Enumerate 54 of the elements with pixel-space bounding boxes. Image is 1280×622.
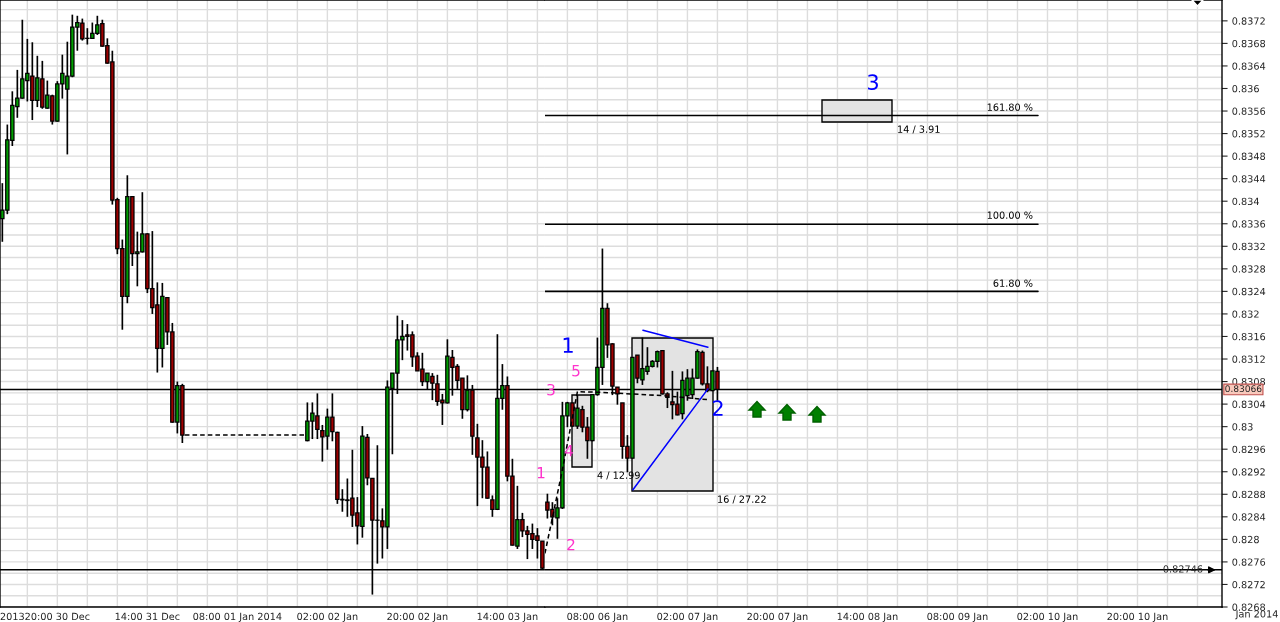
y-tick-label: 0.8372	[1232, 17, 1265, 25]
x-tick-label: 02:00 10 Jan	[1017, 612, 1078, 622]
annotation: 14 / 3.91	[898, 125, 940, 134]
y-tick-label: 0.8288	[1232, 490, 1266, 499]
annotation: 3	[867, 74, 878, 91]
y-tick-label: 0.8352	[1232, 130, 1265, 138]
y-tick-label: 0.8336	[1232, 220, 1266, 228]
x-tick-label: 08:00 09 Jan	[927, 612, 988, 622]
y-tick-label: 0.8296	[1232, 445, 1266, 454]
ref-line-label: 0.82746	[1163, 565, 1203, 573]
annotation: 2	[567, 538, 575, 551]
x-tick-label: 20:00 07 Jan	[747, 612, 808, 622]
x-tick-label: 14:00 31 Dec	[115, 612, 180, 621]
x-tick-label: 20:00 10 Jan	[1107, 612, 1168, 622]
y-tick-label: 0.832	[1232, 310, 1259, 318]
annotation: 161.80 %	[987, 103, 1033, 111]
y-tick-label: 0.8328	[1232, 265, 1266, 273]
x-tick-label: 08:00 01 Jan 2014	[193, 612, 282, 622]
annotation: 16 / 27.22	[718, 495, 766, 504]
y-tick-label: 0.8344	[1232, 175, 1266, 183]
y-tick-label: 0.834	[1232, 197, 1260, 206]
y-tick-label: 0.8292	[1232, 468, 1265, 476]
x-tick-label: 14:00 03 Jan	[477, 612, 538, 622]
x-tick-label: 14:00 08 Jan	[837, 612, 898, 622]
ref-line-label: 0.83066	[1225, 385, 1262, 393]
y-tick-label: 0.8364	[1232, 62, 1266, 70]
annotation: 100.00 %	[987, 211, 1033, 219]
y-tick-label: 0.8368	[1232, 39, 1266, 48]
y-tick-label: 0.8312	[1232, 355, 1265, 363]
y-tick-label: 0.83	[1232, 423, 1253, 431]
y-tick-label: 0.8308	[1232, 378, 1266, 386]
y-tick-label: 0.8332	[1232, 242, 1265, 251]
annotation: 1	[537, 467, 545, 479]
annotation: 5	[572, 365, 580, 377]
x-tick-label: 20:00 02 Jan	[387, 612, 448, 622]
y-tick-label: 0.836	[1232, 84, 1259, 93]
annotation: 1	[563, 337, 573, 353]
x-tick-label: 08:00 06 Jan	[567, 612, 628, 622]
y-tick-label: 0.8316	[1232, 332, 1266, 341]
x-axis-title: Jan 2014	[1235, 610, 1278, 620]
y-tick-label: 0.8324	[1232, 287, 1266, 296]
y-tick-label: 0.8304	[1232, 400, 1266, 408]
y-tick-label: 0.8272	[1232, 580, 1265, 589]
x-tick-label: 20:00 30 Dec	[25, 612, 90, 621]
x-tick-label: 2013	[0, 612, 24, 621]
annotation: 61.80 %	[993, 279, 1033, 287]
y-tick-label: 0.828	[1232, 535, 1259, 544]
y-tick-label: 0.8356	[1232, 107, 1266, 115]
y-tick-label: 0.8276	[1232, 558, 1266, 566]
y-tick-label: 0.8284	[1232, 513, 1266, 521]
x-tick-label: 02:00 02 Jan	[297, 612, 358, 622]
y-tick-label: 0.8268	[1232, 603, 1266, 611]
x-tick-label: 02:00 07 Jan	[657, 612, 718, 622]
y-tick-label: 0.8348	[1232, 152, 1266, 160]
